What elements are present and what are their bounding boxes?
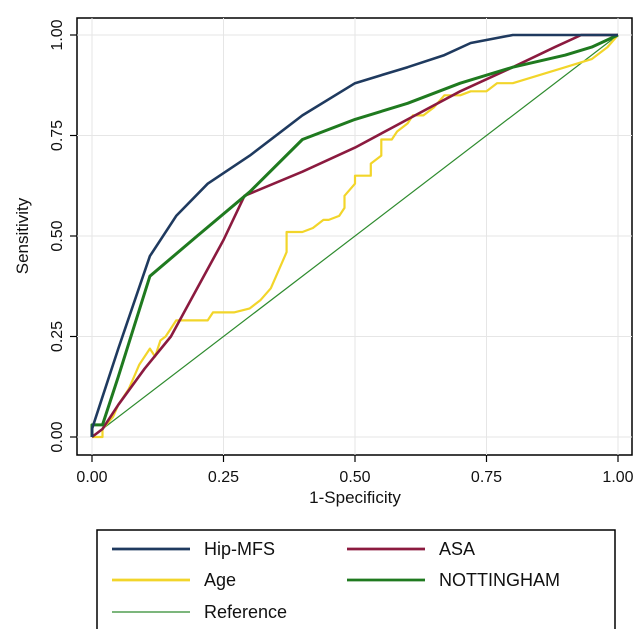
y-axis-ticks: 0.00 0.25 0.50 0.75 1.00: [49, 19, 77, 453]
legend: Hip-MFS ASA Age NOTTINGHAM Reference: [112, 539, 560, 622]
y-tick-label: 0.75: [49, 120, 66, 151]
x-tick-label: 0.50: [339, 469, 370, 486]
y-tick-label: 0.50: [49, 220, 66, 251]
series-line-reference: [91, 34, 619, 438]
x-tick-label: 0.00: [76, 469, 107, 486]
legend-label-reference: Reference: [204, 602, 287, 622]
series-line-nottingham: [90, 33, 619, 437]
legend-label-age: Age: [204, 570, 236, 590]
series-line-hip-mfs: [90, 33, 618, 437]
series-line-asa: [91, 33, 618, 439]
x-tick-label: 0.25: [208, 469, 239, 486]
legend-label-asa: ASA: [439, 539, 475, 559]
y-axis-title: Sensitivity: [13, 197, 32, 274]
x-tick-label: 1.00: [602, 469, 633, 486]
y-tick-label: 0.25: [49, 321, 66, 352]
x-tick-label: 0.75: [471, 469, 502, 486]
x-axis-title: 1-Specificity: [309, 488, 401, 507]
y-tick-label: 0.00: [49, 421, 66, 452]
legend-label-hip-mfs: Hip-MFS: [204, 539, 275, 559]
y-tick-label: 1.00: [49, 19, 66, 50]
x-axis-ticks: 0.00 0.25 0.50 0.75 1.00: [76, 455, 634, 486]
legend-label-nottingham: NOTTINGHAM: [439, 570, 560, 590]
series-lines: [90, 33, 619, 439]
